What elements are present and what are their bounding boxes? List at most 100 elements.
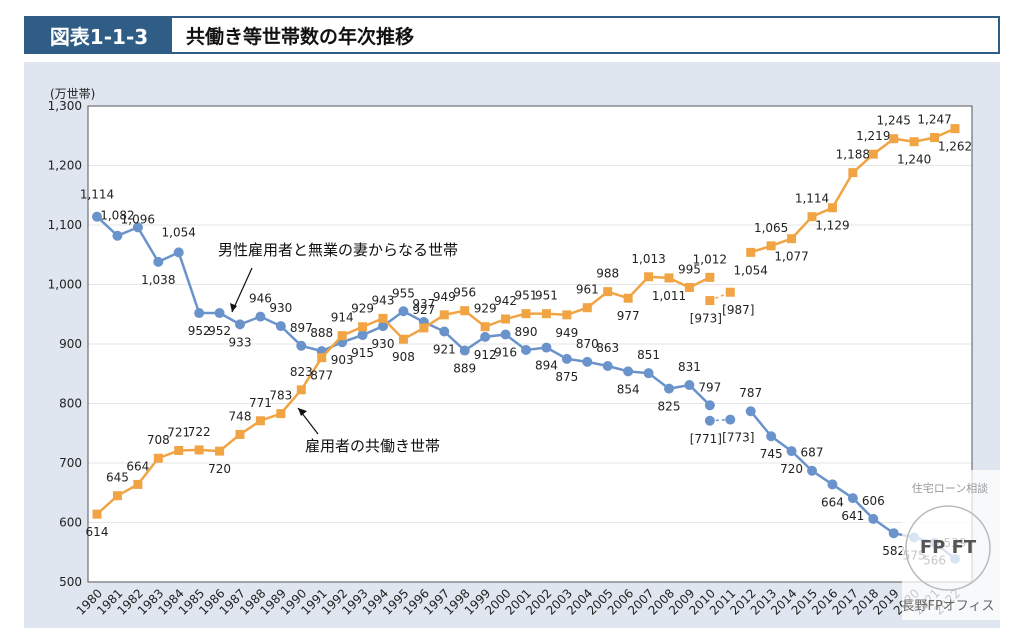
data-label: 988 — [596, 267, 619, 281]
figure-header: 図表1-1-3 共働き等世帯数の年次推移 — [24, 16, 1000, 54]
data-point-single-income — [275, 321, 286, 332]
data-label: 1,065 — [754, 221, 788, 235]
y-tick-label: 900 — [59, 337, 82, 351]
data-label: 745 — [760, 447, 783, 461]
watermark-top-text: 住宅ローン相談 — [912, 481, 988, 495]
data-point-dual-income — [541, 309, 551, 319]
data-point-dual-income — [950, 124, 960, 134]
bracket-point-dual-income — [725, 287, 735, 297]
data-label: 771 — [249, 396, 272, 410]
data-point-dual-income — [337, 331, 347, 341]
data-label: 914 — [331, 311, 354, 325]
data-point-single-income — [132, 222, 143, 233]
data-label: 823 — [290, 365, 313, 379]
figure-number: 図表1-1-3 — [26, 18, 172, 52]
data-label: 664 — [821, 495, 844, 509]
data-label: 1,011 — [652, 289, 686, 303]
data-label: 937 — [412, 297, 435, 311]
data-label: 1,247 — [917, 113, 951, 127]
data-label: 614 — [86, 525, 109, 539]
data-label: 641 — [841, 509, 864, 523]
data-label: 664 — [126, 459, 149, 473]
data-label: 1,013 — [631, 252, 665, 266]
data-point-dual-income — [909, 137, 919, 147]
data-label: 1,082 — [100, 209, 134, 223]
data-label: 929 — [474, 302, 497, 316]
data-point-single-income — [296, 340, 307, 351]
data-label: 977 — [617, 309, 640, 323]
data-point-single-income — [664, 383, 674, 394]
data-label: 1,262 — [938, 140, 972, 154]
data-label: 783 — [269, 389, 292, 403]
data-point-dual-income — [398, 334, 408, 344]
data-label: 949 — [555, 326, 578, 340]
data-label: 929 — [351, 302, 374, 316]
plot-frame — [87, 105, 973, 583]
data-label: 1,114 — [80, 188, 114, 202]
data-point-dual-income — [664, 273, 674, 283]
data-label: 894 — [535, 359, 558, 373]
data-label: 956 — [453, 286, 476, 300]
data-point-dual-income — [378, 313, 388, 323]
data-label: 1,054 — [734, 263, 768, 277]
data-label: 1,129 — [815, 219, 849, 233]
data-point-dual-income — [153, 453, 163, 463]
data-point-dual-income — [746, 247, 756, 257]
data-label: 863 — [596, 341, 619, 355]
data-label: 1,188 — [836, 148, 870, 162]
data-point-single-income — [807, 465, 817, 476]
data-label: 942 — [494, 294, 517, 308]
y-tick-label: 1,000 — [48, 278, 82, 292]
data-point-dual-income — [235, 429, 245, 439]
data-point-dual-income — [623, 293, 633, 303]
data-label: 915 — [351, 346, 374, 360]
data-label: 961 — [576, 283, 599, 297]
data-point-dual-income — [133, 479, 143, 489]
data-label: 930 — [269, 301, 292, 315]
data-label: 851 — [637, 348, 660, 362]
data-label: 1,114 — [795, 192, 829, 206]
data-label: 722 — [188, 425, 211, 439]
data-label: 1,038 — [141, 273, 175, 287]
data-label: 921 — [433, 343, 456, 357]
data-point-dual-income — [439, 310, 449, 320]
data-point-single-income — [194, 308, 205, 319]
data-point-single-income — [235, 319, 245, 330]
data-point-single-income — [439, 326, 450, 337]
watermark-bottom-text: 長野FPオフィス — [901, 599, 994, 614]
data-point-dual-income — [501, 314, 511, 324]
y-tick-label: 800 — [59, 397, 82, 411]
bracket-connector — [709, 291, 731, 302]
data-label: 708 — [147, 433, 170, 447]
data-label: 949 — [433, 290, 456, 304]
data-label: 1,077 — [774, 250, 808, 264]
data-point-single-income — [173, 247, 184, 258]
data-label: 1,245 — [877, 114, 911, 128]
data-point-single-income — [888, 528, 899, 539]
data-point-single-income — [827, 479, 838, 490]
data-point-single-income — [786, 446, 797, 457]
data-point-single-income — [745, 406, 756, 417]
data-point-dual-income — [827, 203, 837, 213]
data-point-single-income — [92, 211, 102, 222]
data-point-dual-income — [562, 310, 572, 320]
data-point-single-income — [357, 330, 368, 341]
data-point-dual-income — [807, 212, 817, 222]
data-label: 951 — [515, 289, 538, 303]
annotation-single-income: 男性雇用者と無業の妻からなる世帯 — [218, 241, 458, 259]
data-point-single-income — [459, 345, 470, 356]
data-point-single-income — [684, 380, 695, 391]
data-label: 720 — [208, 462, 231, 476]
data-label: 687 — [801, 446, 824, 460]
data-point-dual-income — [603, 287, 613, 297]
data-point-dual-income — [787, 234, 797, 244]
data-point-dual-income — [296, 385, 306, 395]
data-label: 1,219 — [856, 129, 890, 143]
annotation-arrowhead-dual-income — [298, 408, 307, 416]
data-point-dual-income — [848, 168, 858, 178]
data-point-dual-income — [930, 133, 940, 143]
data-point-single-income — [255, 311, 266, 322]
data-label: 897 — [290, 321, 313, 335]
annotation-arrow-single-income — [231, 267, 253, 313]
